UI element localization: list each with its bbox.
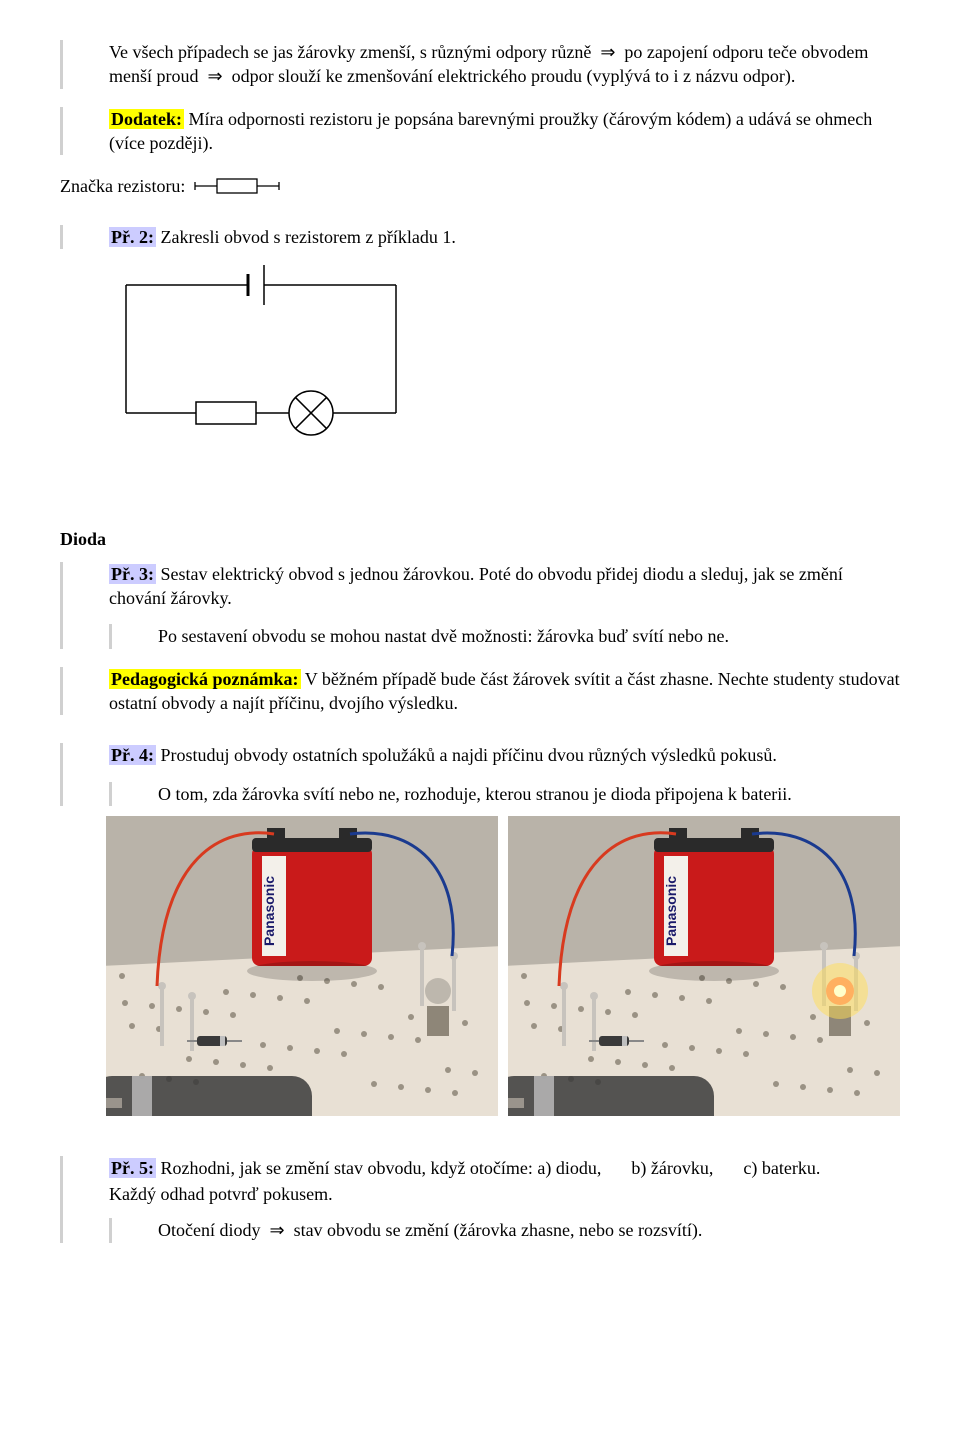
pr5-note: Otočení diody ⇒ stav obvodu se změní (žá… <box>158 1220 702 1240</box>
pr5-block: Př. 5: Rozhodni, jak se změní stav obvod… <box>60 1156 900 1243</box>
dodatek-para: Dodatek: Míra odpornosti rezistoru je po… <box>109 107 900 156</box>
pr4-note-block: O tom, zda žárovka svítí nebo ne, rozhod… <box>109 782 900 806</box>
pr5-text-b: b) žárovku, <box>631 1156 713 1180</box>
intro-text: Ve všech případech se jas žárovky zmenší… <box>109 40 900 89</box>
pr5-a: Př. 5: Rozhodni, jak se změní stav obvod… <box>109 1156 601 1180</box>
pr4-note: O tom, zda žárovka svítí nebo ne, rozhod… <box>158 784 792 804</box>
svg-text:Panasonic: Panasonic <box>261 876 277 946</box>
pr2-text: Zakresli obvod s rezistorem z příkladu 1… <box>156 227 456 247</box>
pr4-block: Př. 4: Prostuduj obvody ostatních spoluž… <box>60 743 900 806</box>
pr2-para: Př. 2: Zakresli obvod s rezistorem z pří… <box>109 225 900 249</box>
pr3-text: Sestav elektrický obvod s jednou žárovko… <box>109 564 843 608</box>
pr3-note-block: Po sestavení obvodu se mohou nastat dvě … <box>109 624 900 648</box>
pr5-label: Př. 5: <box>109 1158 156 1178</box>
svg-text:Panasonic: Panasonic <box>663 876 679 946</box>
pr5-text-c: c) baterku. <box>743 1156 820 1180</box>
znacka-label: Značka rezistoru: <box>60 174 185 198</box>
pr2-label: Př. 2: <box>109 227 156 247</box>
pr3-para: Př. 3: Sestav elektrický obvod s jednou … <box>109 562 900 611</box>
dioda-heading: Dioda <box>60 527 900 551</box>
photo-right: Panasonic <box>508 816 900 1116</box>
pr5-text2: Každý odhad potvrď pokusem. <box>109 1182 900 1206</box>
pr5-text-a: Rozhodni, jak se změní stav obvodu, když… <box>156 1158 601 1178</box>
pr3-note: Po sestavení obvodu se mohou nastat dvě … <box>158 626 729 646</box>
pr4-label: Př. 4: <box>109 745 156 765</box>
intro-block: Ve všech případech se jas žárovky zmenší… <box>60 40 900 89</box>
resistor-symbol <box>193 173 293 199</box>
dodatek-block: Dodatek: Míra odpornosti rezistoru je po… <box>60 107 900 156</box>
pr2-block: Př. 2: Zakresli obvod s rezistorem z pří… <box>60 225 900 249</box>
pr4-text: Prostuduj obvody ostatních spolužáků a n… <box>156 745 777 765</box>
pr5-note-block: Otočení diody ⇒ stav obvodu se změní (žá… <box>109 1218 900 1242</box>
dodatek-text: Míra odpornosti rezistoru je popsána bar… <box>109 109 872 153</box>
znacka-row: Značka rezistoru: <box>60 173 900 199</box>
circuit-wrap <box>106 263 900 453</box>
pr4-para: Př. 4: Prostuduj obvody ostatních spoluž… <box>109 743 900 767</box>
circuit-diagram <box>106 263 406 453</box>
pozn-label: Pedagogická poznámka: <box>109 669 301 689</box>
photo-row: Panasonic Panasonic <box>106 816 900 1116</box>
dodatek-label: Dodatek: <box>109 109 184 129</box>
pr5-line: Př. 5: Rozhodni, jak se změní stav obvod… <box>109 1156 900 1180</box>
pr3-label: Př. 3: <box>109 564 156 584</box>
pozn-para: Pedagogická poznámka: V běžném případě b… <box>109 667 900 716</box>
pozn-block: Pedagogická poznámka: V běžném případě b… <box>60 667 900 716</box>
pr3-block: Př. 3: Sestav elektrický obvod s jednou … <box>60 562 900 649</box>
photo-left: Panasonic <box>106 816 498 1116</box>
